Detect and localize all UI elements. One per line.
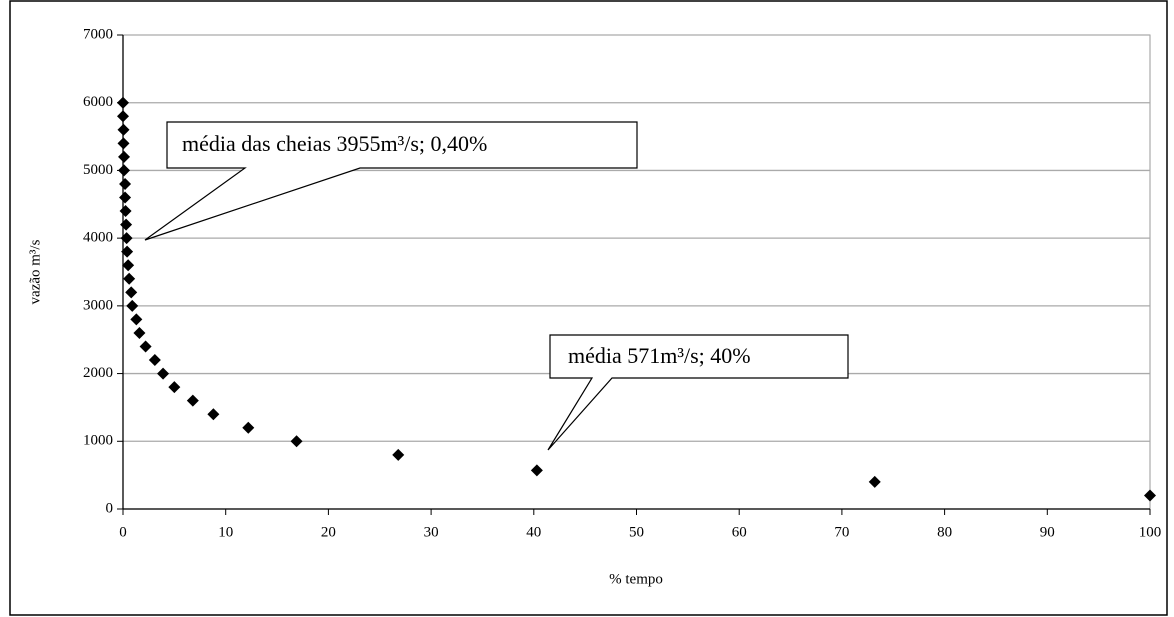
callout-box xyxy=(547,334,849,451)
point xyxy=(168,381,181,394)
point xyxy=(122,259,135,272)
point xyxy=(117,110,129,123)
point xyxy=(117,96,129,109)
y-tick-label: 7000 xyxy=(83,26,113,42)
point xyxy=(120,218,133,231)
annotation: média das cheias 3955m³/s; 0,40% xyxy=(182,131,487,156)
x-tick-label: 50 xyxy=(629,524,644,540)
point xyxy=(119,205,132,218)
x-tick-label: 80 xyxy=(937,524,952,540)
point xyxy=(117,137,130,150)
x-tick-label: 90 xyxy=(1040,524,1055,540)
point xyxy=(207,408,220,421)
x-tick-label: 70 xyxy=(834,524,849,540)
point xyxy=(118,150,131,163)
point xyxy=(148,354,161,367)
point xyxy=(186,394,199,407)
y-tick-label: 5000 xyxy=(83,162,113,178)
point xyxy=(139,340,152,353)
point xyxy=(117,123,130,136)
y-tick-label: 6000 xyxy=(83,94,113,110)
point xyxy=(123,272,136,285)
point xyxy=(1144,489,1156,502)
point xyxy=(126,299,139,312)
point xyxy=(290,435,303,448)
point xyxy=(530,464,543,477)
x-tick-label: 40 xyxy=(526,524,541,540)
point xyxy=(157,367,170,380)
x-tick-label: 10 xyxy=(218,524,233,540)
point xyxy=(868,475,881,488)
y-tick-label: 2000 xyxy=(83,365,113,381)
point xyxy=(119,177,132,190)
y-tick-label: 1000 xyxy=(83,433,113,449)
x-tick-label: 30 xyxy=(424,524,439,540)
x-tick-label: 20 xyxy=(321,524,336,540)
point xyxy=(119,191,132,204)
annotation: média 571m³/s; 40% xyxy=(568,343,751,368)
callout-box xyxy=(144,121,638,241)
x-tick-label: 0 xyxy=(119,524,127,540)
x-axis-label: % tempo xyxy=(609,571,663,587)
x-tick-label: 60 xyxy=(732,524,747,540)
point xyxy=(392,448,405,461)
plot-area: 0 1000 2000 3000 4000 5000 6000 7000 0 10 20 30 40 50… xyxy=(83,26,1161,540)
point xyxy=(242,421,255,434)
y-axis-label: vazão m³/s xyxy=(27,239,43,304)
x-tick-label: 100 xyxy=(1139,524,1162,540)
y-tick-label: 0 xyxy=(106,500,114,516)
y-tick-label: 3000 xyxy=(83,297,113,313)
point xyxy=(133,326,146,339)
point xyxy=(130,313,143,326)
y-tick-label: 4000 xyxy=(83,230,113,246)
point xyxy=(118,164,131,177)
chart-frame xyxy=(9,0,1168,616)
point xyxy=(121,245,134,258)
point xyxy=(125,286,138,299)
point xyxy=(120,232,133,245)
